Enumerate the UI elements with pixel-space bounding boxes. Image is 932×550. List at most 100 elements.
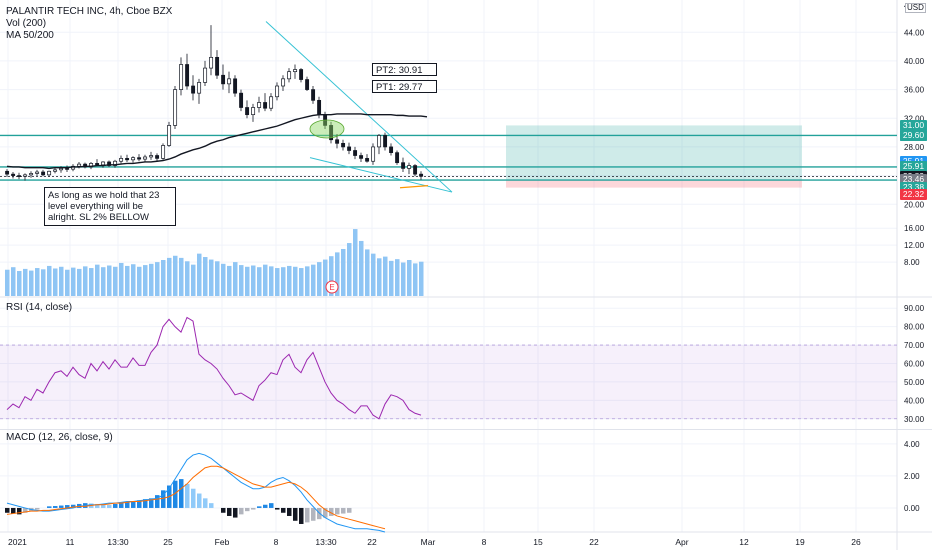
- candle-up: [269, 96, 274, 109]
- note-annotation[interactable]: As long as we hold that 23 level everyth…: [44, 187, 176, 226]
- candle-down: [341, 142, 346, 148]
- candle-down: [317, 99, 322, 116]
- volume-tick-label: 12.00: [904, 241, 925, 250]
- volume-bar: [353, 229, 358, 296]
- candle-up: [377, 135, 382, 148]
- time-axis-label: 15: [533, 537, 543, 547]
- volume-bar: [299, 268, 304, 296]
- pt1-label[interactable]: PT1: 29.77: [372, 80, 437, 93]
- chart-legend: PALANTIR TECH INC, 4h, Cboe BZX Vol (200…: [6, 6, 172, 42]
- rsi-tick-label: 50.00: [904, 378, 925, 387]
- candle-up: [275, 85, 280, 98]
- price-tick-label: 28.00: [904, 143, 925, 152]
- macd-histogram-bar: [287, 507, 292, 516]
- candle-down: [401, 162, 406, 169]
- candle-up: [119, 158, 124, 162]
- candle-up: [281, 78, 286, 87]
- volume-bar: [323, 259, 328, 296]
- currency-label[interactable]: USD: [905, 3, 926, 13]
- rsi-tick-label: 70.00: [904, 341, 925, 350]
- macd-histogram-bar: [59, 505, 64, 508]
- candle-up: [89, 163, 94, 168]
- macd-histogram-bar: [269, 503, 274, 508]
- candle-up: [149, 155, 154, 158]
- candle-up: [113, 160, 118, 166]
- candle-down: [17, 175, 22, 177]
- volume-bar: [257, 267, 262, 296]
- macd-histogram-bar: [23, 507, 28, 513]
- macd-histogram-bar: [131, 501, 136, 508]
- volume-bar: [233, 262, 238, 296]
- macd-histogram-bar: [101, 504, 106, 508]
- volume-legend[interactable]: Vol (200): [6, 18, 47, 29]
- volume-bar: [347, 243, 352, 296]
- macd-histogram-bar: [35, 507, 40, 510]
- candle-down: [245, 107, 250, 116]
- volume-bar: [83, 266, 88, 296]
- time-axis-label: 13:30: [107, 537, 129, 547]
- macd-histogram-bar: [143, 499, 148, 508]
- macd-histogram-bar: [107, 505, 112, 508]
- macd-histogram-bar: [293, 507, 298, 521]
- macd-histogram-bar: [251, 507, 256, 510]
- macd-histogram-bar: [155, 495, 160, 508]
- macd-histogram-bar: [257, 506, 262, 508]
- candle-up: [293, 69, 298, 73]
- volume-bar: [377, 258, 382, 296]
- macd-histogram-bar: [53, 506, 58, 508]
- candle-down: [419, 173, 424, 177]
- time-axis-label: 13:30: [315, 537, 337, 547]
- volume-bar: [143, 265, 148, 296]
- volume-bar: [53, 268, 58, 296]
- macd-histogram-bar: [113, 503, 118, 508]
- price-tick-label: 44.00: [904, 28, 925, 37]
- macd-histogram-bar: [341, 507, 346, 514]
- time-axis-label: 22: [589, 537, 599, 547]
- volume-tick-label: 16.00: [904, 224, 925, 233]
- candle-down: [395, 152, 400, 164]
- price-pill: 23.38: [900, 181, 927, 193]
- macd-histogram-bar: [125, 501, 130, 508]
- macd-histogram-bar: [305, 507, 310, 523]
- time-axis-label: Apr: [675, 537, 688, 547]
- volume-bar: [11, 267, 16, 296]
- rsi-legend[interactable]: RSI (14, close): [6, 302, 73, 313]
- rsi-tick-label: 80.00: [904, 323, 925, 332]
- volume-bar: [287, 265, 292, 296]
- ma-legend[interactable]: MA 50/200: [6, 30, 54, 41]
- volume-bar: [269, 266, 274, 296]
- macd-line: [6, 452, 386, 533]
- candle-down: [125, 158, 130, 161]
- price-pill: 29.60: [900, 129, 927, 141]
- volume-bar: [149, 263, 154, 296]
- candle-down: [83, 163, 88, 168]
- time-axis-label: 25: [163, 537, 173, 547]
- volume-bar: [281, 267, 286, 296]
- volume-bar: [311, 264, 316, 296]
- candle-up: [23, 174, 28, 177]
- candle-down: [389, 146, 394, 154]
- volume-tick-label: 8.00: [904, 258, 920, 267]
- macd-histogram-bar: [65, 505, 70, 508]
- volume-bar: [317, 262, 322, 296]
- time-axis-label: 8: [274, 537, 279, 547]
- volume-bar: [389, 260, 394, 296]
- symbol-title[interactable]: PALANTIR TECH INC, 4h, Cboe BZX: [6, 6, 173, 17]
- macd-histogram-bar: [281, 507, 286, 513]
- earnings-marker: [325, 280, 339, 294]
- time-axis-label: 26: [851, 537, 861, 547]
- volume-bar: [119, 262, 124, 296]
- pt2-label[interactable]: PT2: 30.91: [372, 63, 437, 76]
- rsi-tick-label: 60.00: [904, 360, 925, 369]
- candle-down: [185, 64, 190, 87]
- volume-bar: [77, 268, 82, 296]
- macd-histogram-bar: [71, 504, 76, 508]
- candle-down: [11, 173, 16, 176]
- macd-legend[interactable]: MACD (12, 26, close, 9): [6, 432, 113, 443]
- macd-histogram-bar: [95, 503, 100, 508]
- volume-bar: [215, 261, 220, 296]
- volume-bar: [383, 256, 388, 296]
- price-tick-label: 36.00: [904, 86, 925, 95]
- volume-bar: [29, 270, 34, 296]
